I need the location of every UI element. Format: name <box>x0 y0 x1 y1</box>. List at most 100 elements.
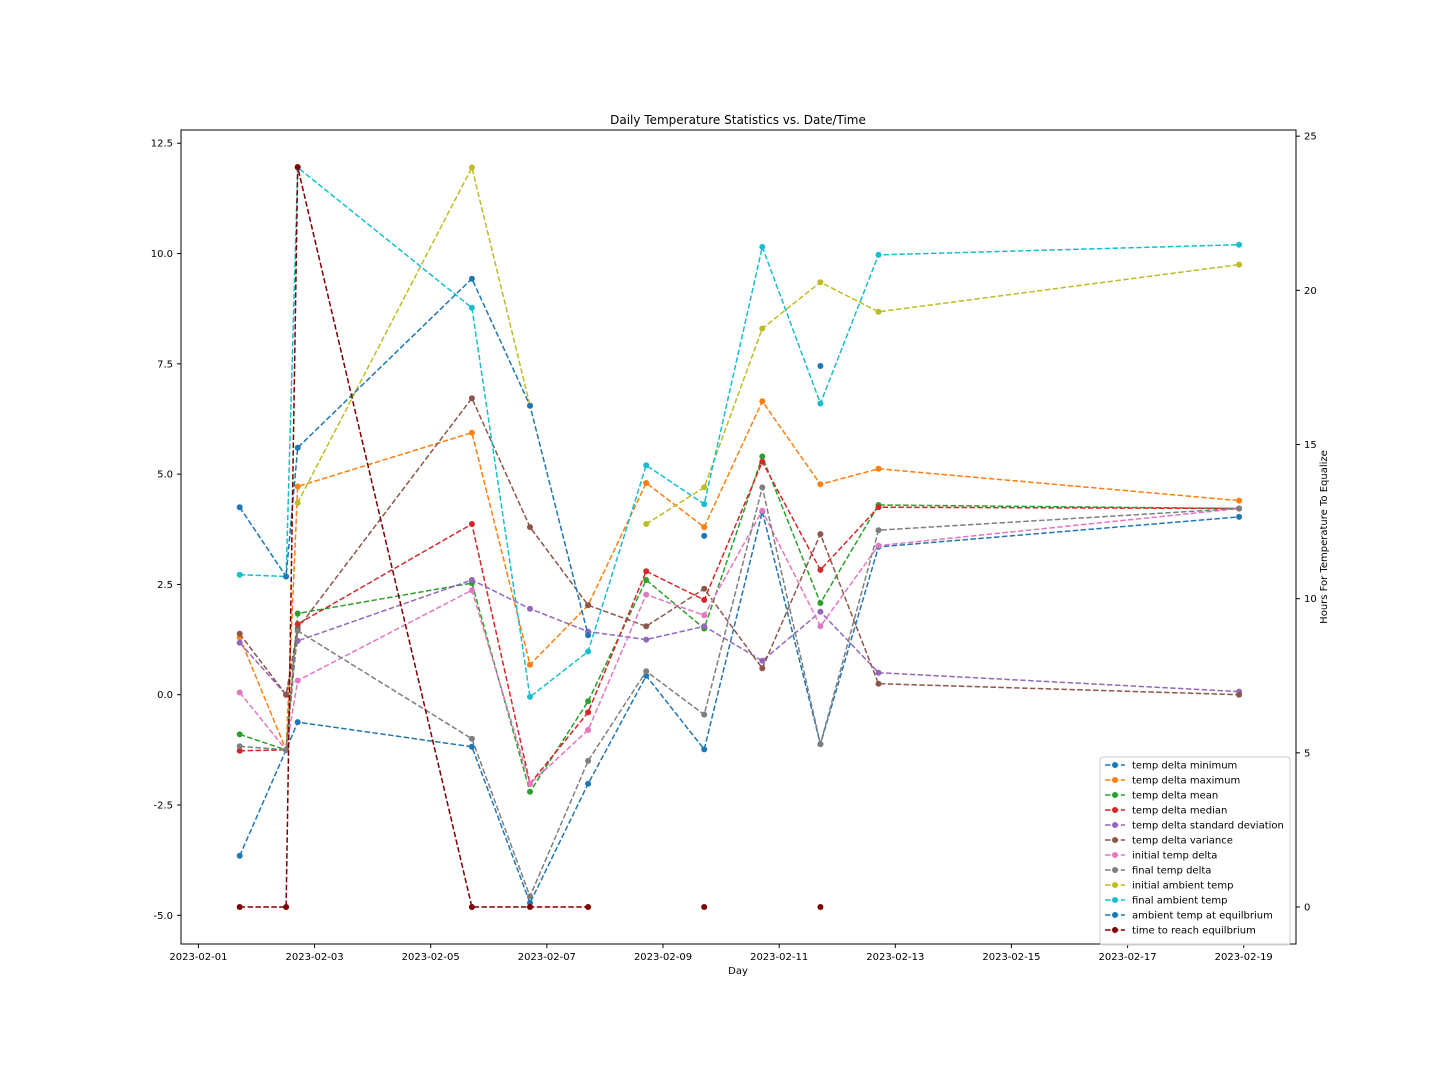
series-line <box>239 165 1240 699</box>
legend-label: final ambient temp <box>1132 896 1227 907</box>
data-point <box>585 780 592 787</box>
data-point <box>643 591 650 598</box>
y2-axis-ticks: 0 5 10 15 20 25 <box>1296 132 1317 914</box>
y-tick-label: 2.5 <box>157 580 173 591</box>
data-point <box>1236 505 1243 512</box>
legend-item: initial temp delta <box>1105 851 1217 862</box>
data-point <box>875 527 882 534</box>
data-point <box>468 521 475 527</box>
data-point <box>468 164 475 171</box>
x-tick-label: 2023-02-05 <box>402 952 460 963</box>
legend-item: temp delta standard deviation <box>1105 821 1284 832</box>
data-point <box>1236 513 1243 520</box>
data-point <box>236 571 243 578</box>
data-point <box>701 623 708 630</box>
legend-label: initial temp delta <box>1132 851 1217 862</box>
x-tick-label: 2023-02-07 <box>518 952 576 963</box>
data-point <box>294 483 301 490</box>
data-point <box>817 566 824 573</box>
series-layer <box>236 164 1243 910</box>
axes-frame <box>180 129 1297 945</box>
data-point <box>468 904 475 910</box>
data-point <box>643 480 650 486</box>
y2-tick-label: 15 <box>1304 440 1317 451</box>
data-point <box>585 727 592 733</box>
data-point <box>759 243 766 250</box>
data-point <box>817 608 824 615</box>
series-line <box>297 165 531 504</box>
data-point <box>294 719 301 726</box>
data-point <box>527 788 533 795</box>
legend-item: temp delta median <box>1105 806 1227 817</box>
y2-tick-label: 10 <box>1304 594 1317 605</box>
data-point <box>283 573 290 580</box>
data-point <box>701 501 708 508</box>
data-point <box>468 577 475 583</box>
data-point <box>236 504 243 511</box>
data-point <box>236 852 243 859</box>
legend-label: final temp delta <box>1132 866 1211 877</box>
data-point <box>817 531 824 538</box>
data-point <box>585 648 592 655</box>
series-line <box>645 263 1240 525</box>
y-tick-label: 0.0 <box>157 690 173 701</box>
data-point <box>1236 261 1243 268</box>
data-point <box>759 484 766 491</box>
data-point <box>817 363 824 369</box>
data-point <box>294 610 301 617</box>
data-point <box>468 743 475 750</box>
legend-label: temp delta minimum <box>1132 761 1237 772</box>
chart-title: Daily Temperature Statistics vs. Date/Ti… <box>610 113 866 127</box>
legend-item: final temp delta <box>1105 866 1211 877</box>
data-point <box>701 532 708 539</box>
data-point <box>701 596 708 603</box>
data-point <box>875 680 882 687</box>
x-tick-label: 2023-02-17 <box>1099 952 1157 963</box>
x-axis-ticks: 2023-02-01 2023-02-03 2023-02-05 2023-02-07… <box>169 944 1273 963</box>
data-point <box>585 904 592 910</box>
legend-item: final ambient temp <box>1105 896 1227 907</box>
data-point <box>283 746 290 753</box>
data-point <box>468 587 475 594</box>
legend-marker <box>1112 912 1118 918</box>
y-tick-label: 5.0 <box>157 470 173 481</box>
data-point <box>701 612 708 619</box>
data-point <box>585 602 592 609</box>
data-point <box>759 453 766 460</box>
data-point <box>527 605 533 612</box>
y2-tick-label: 5 <box>1304 748 1310 759</box>
legend-item: temp delta variance <box>1105 836 1233 847</box>
data-point <box>875 669 882 676</box>
legend-label: temp delta mean <box>1132 791 1218 802</box>
legend-label: temp delta median <box>1132 806 1227 817</box>
data-point <box>701 585 708 592</box>
data-point <box>701 711 708 718</box>
data-point <box>759 325 766 332</box>
data-point <box>817 481 824 488</box>
legend-marker <box>1112 867 1118 873</box>
data-point <box>236 639 243 646</box>
y2-tick-label: 25 <box>1304 132 1317 143</box>
data-point <box>817 279 824 286</box>
data-point <box>294 499 301 506</box>
x-tick-label: 2023-02-19 <box>1215 952 1273 963</box>
data-point <box>585 757 592 764</box>
data-point <box>468 735 475 742</box>
legend-marker <box>1112 897 1118 903</box>
legend-label: initial ambient temp <box>1132 881 1233 892</box>
legend-marker <box>1112 822 1118 828</box>
data-point <box>875 308 882 315</box>
data-point <box>759 458 766 465</box>
data-point <box>643 668 650 675</box>
y-tick-label: 7.5 <box>157 359 173 370</box>
data-point <box>643 577 650 583</box>
legend-item: temp delta maximum <box>1105 776 1240 787</box>
series-line <box>239 487 1240 899</box>
data-point <box>468 395 475 402</box>
data-point <box>585 698 592 705</box>
x-tick-label: 2023-02-01 <box>169 952 227 963</box>
legend-item: initial ambient temp <box>1105 881 1233 892</box>
data-point <box>527 524 533 531</box>
series-11 <box>236 164 824 910</box>
data-point <box>701 746 708 753</box>
